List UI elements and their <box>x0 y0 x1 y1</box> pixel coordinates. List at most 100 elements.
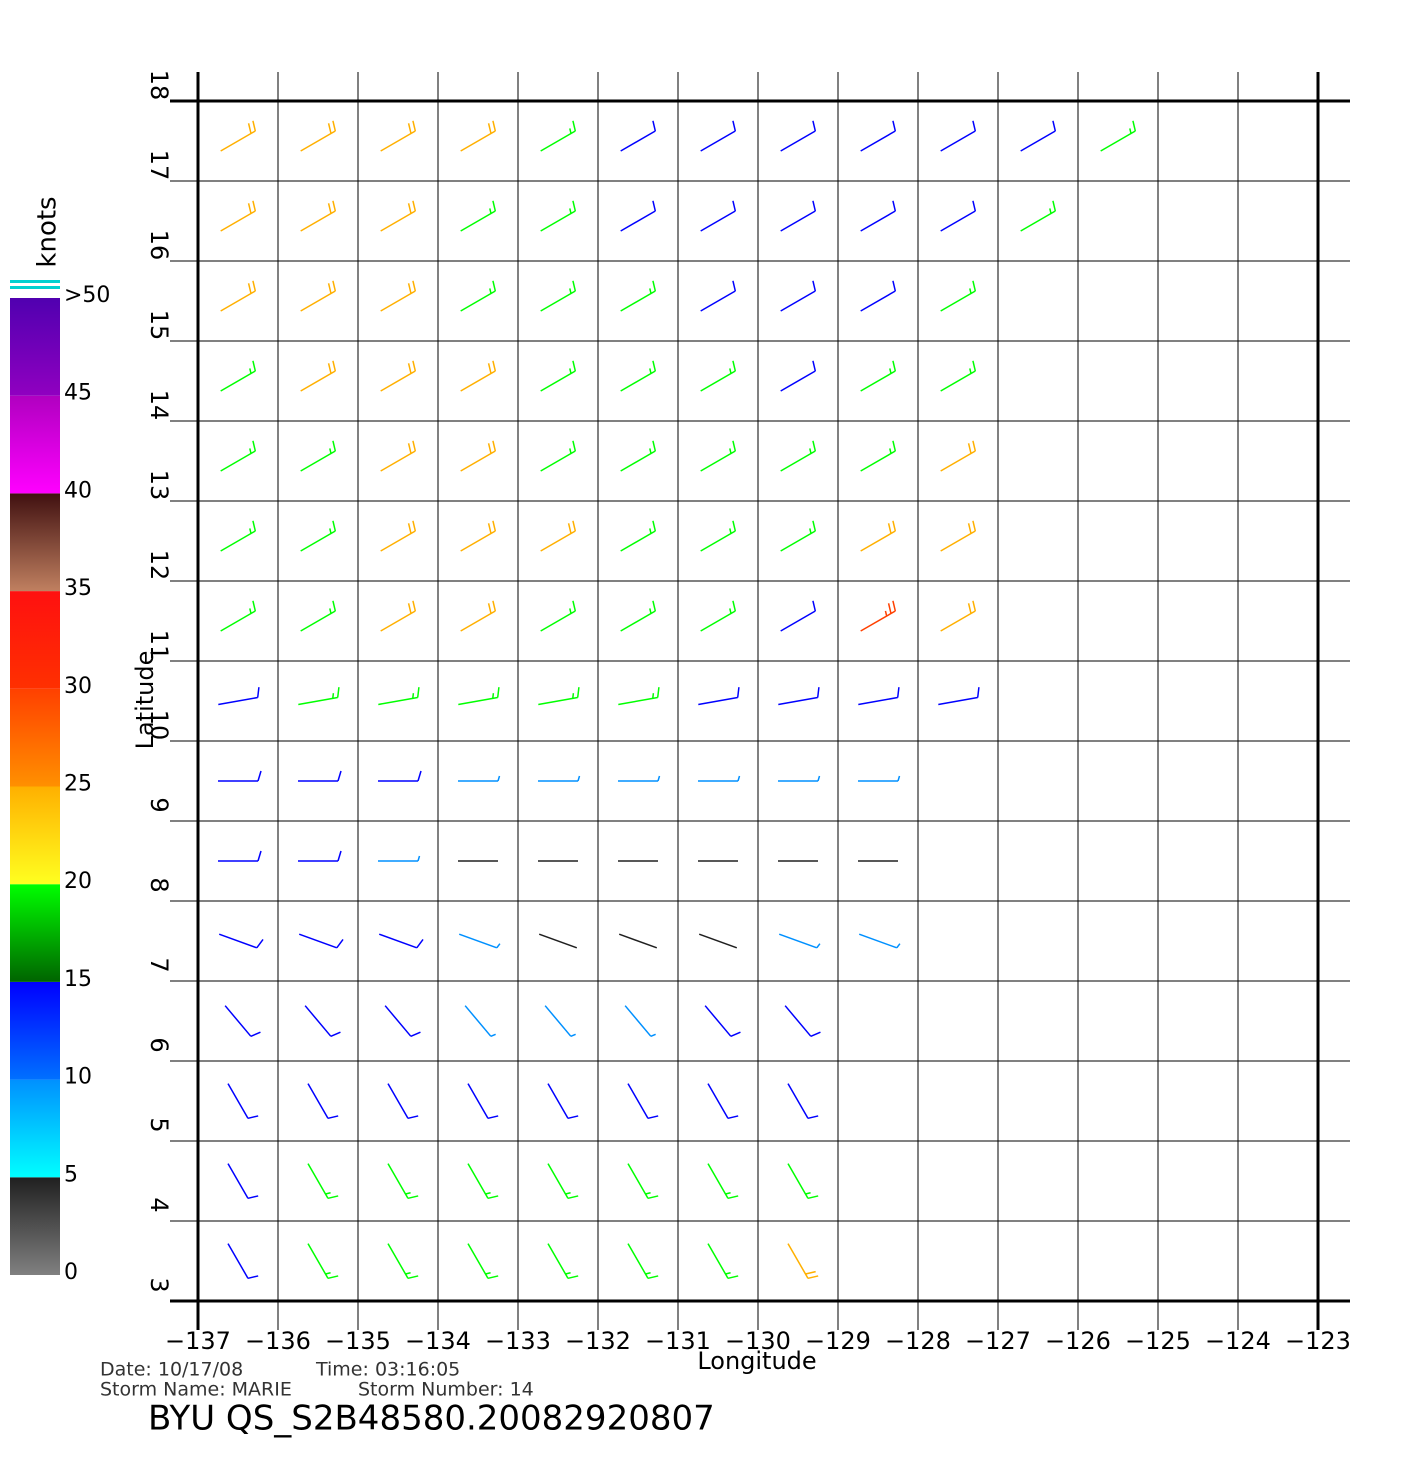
x-tick-label: −123 <box>1285 1327 1351 1355</box>
barb-flag <box>327 203 332 214</box>
wind-barb <box>538 687 580 706</box>
barb-half <box>570 1033 576 1038</box>
barb-half <box>497 775 501 782</box>
wind-barb <box>380 120 417 152</box>
barb-shaft <box>860 450 896 472</box>
storm-name: Storm Name: MARIE <box>100 1379 292 1401</box>
barb-shaft <box>620 610 656 632</box>
barb-shaft <box>538 933 578 949</box>
barb-flag <box>812 120 817 132</box>
wind-barb <box>620 360 657 392</box>
wind-barb <box>380 200 417 232</box>
barb-shaft <box>300 370 336 392</box>
barb-flag <box>732 440 737 452</box>
barb-flag <box>407 523 412 534</box>
barb-half <box>249 368 252 374</box>
barb-flag <box>732 280 737 292</box>
wind-barb <box>220 440 257 472</box>
wind-barb <box>380 360 417 392</box>
colorbar-band <box>10 591 60 689</box>
barb-flag <box>247 123 252 134</box>
barb-shaft <box>307 1083 329 1119</box>
barb-flag <box>492 280 497 292</box>
barb-flag <box>337 850 342 862</box>
barb-shaft <box>540 610 576 632</box>
wind-barb <box>940 600 977 632</box>
barb-half <box>816 943 821 949</box>
wind-barb <box>618 687 660 706</box>
barb-half <box>325 1272 331 1275</box>
barb-half <box>897 775 901 782</box>
colorbar-tick-label: 30 <box>64 674 92 699</box>
barb-half <box>417 855 421 862</box>
barb-shaft <box>220 130 256 152</box>
barb-half <box>1129 128 1132 134</box>
barb-flag <box>652 120 657 132</box>
wind-barb <box>464 1005 496 1038</box>
barb-flag <box>727 1195 739 1200</box>
wind-barb <box>220 200 257 232</box>
barb-half <box>649 288 652 294</box>
barb-flag <box>656 687 660 698</box>
barb-half <box>649 368 652 374</box>
barb-shaft <box>620 130 656 152</box>
barb-shaft <box>220 450 256 472</box>
wind-barb <box>540 440 577 472</box>
colorbar-band <box>10 1177 60 1275</box>
x-tick-label: −133 <box>485 1327 551 1355</box>
barb-flag <box>972 440 977 452</box>
barb-flag <box>487 1195 499 1200</box>
barb-shaft <box>780 450 816 472</box>
wind-barb <box>307 1163 339 1200</box>
barb-shaft <box>384 1005 412 1037</box>
wind-barb <box>620 520 657 552</box>
wind-barb <box>544 1005 576 1038</box>
barb-shaft <box>304 1005 332 1037</box>
x-tick-label: −131 <box>645 1327 711 1355</box>
barb-flag <box>412 120 417 132</box>
barb-flag <box>972 200 977 212</box>
barb-shaft <box>700 370 736 392</box>
barb-flag <box>730 1031 741 1038</box>
barb-half <box>569 368 572 374</box>
barb-half <box>565 1272 571 1275</box>
barb-half <box>565 1192 571 1195</box>
wind-barb <box>858 775 901 782</box>
barb-flag <box>487 123 492 134</box>
barb-flag <box>492 600 497 612</box>
barb-shaft <box>460 210 496 232</box>
wind-barb <box>460 280 497 312</box>
barb-flag <box>647 1275 659 1280</box>
y-tick-label: 14 <box>145 390 173 421</box>
wind-barb <box>858 687 900 706</box>
barb-shaft <box>940 130 976 152</box>
barb-flag <box>407 283 412 294</box>
y-tick-label: 3 <box>145 1277 173 1292</box>
barb-flag <box>567 523 572 534</box>
barb-shaft <box>547 1243 569 1279</box>
colorbar-cap <box>10 286 60 289</box>
barb-shaft <box>1020 130 1056 152</box>
barb-shaft <box>307 1163 329 1199</box>
barb-shaft <box>547 1163 569 1199</box>
y-tick-label: 4 <box>145 1197 173 1212</box>
barb-half <box>725 1272 731 1275</box>
wind-barb <box>860 600 897 632</box>
wind-barb <box>300 360 337 392</box>
barb-shaft <box>540 530 576 552</box>
wind-barb <box>460 600 497 632</box>
x-tick-label: −135 <box>325 1327 391 1355</box>
wind-barb <box>540 360 577 392</box>
wind-barb <box>698 775 741 782</box>
barb-flag <box>892 440 897 452</box>
wind-barb <box>224 1005 261 1038</box>
barb-shaft <box>378 933 418 949</box>
barb-flag <box>252 440 257 452</box>
barb-shaft <box>620 530 656 552</box>
barb-flag <box>567 1275 579 1280</box>
barb-flag <box>416 939 424 949</box>
wind-barb <box>378 687 420 706</box>
wind-barb <box>1100 120 1137 152</box>
barb-shaft <box>858 933 898 949</box>
barb-shaft <box>218 696 258 706</box>
